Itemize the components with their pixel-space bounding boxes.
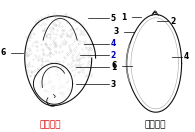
Text: 4: 4 — [183, 52, 189, 61]
Text: 菜豆种子: 菜豆种子 — [144, 120, 166, 129]
Text: 4: 4 — [111, 39, 116, 48]
Text: 1: 1 — [121, 13, 126, 22]
Text: 5: 5 — [111, 14, 116, 23]
Text: 3: 3 — [111, 80, 116, 89]
Text: 3: 3 — [113, 27, 119, 36]
Text: 6: 6 — [0, 48, 6, 57]
Text: 1: 1 — [111, 63, 116, 72]
Text: 6: 6 — [111, 62, 117, 70]
Text: 玉米种子: 玉米种子 — [40, 120, 61, 129]
Text: 2: 2 — [170, 17, 175, 26]
Text: 2: 2 — [111, 51, 116, 60]
